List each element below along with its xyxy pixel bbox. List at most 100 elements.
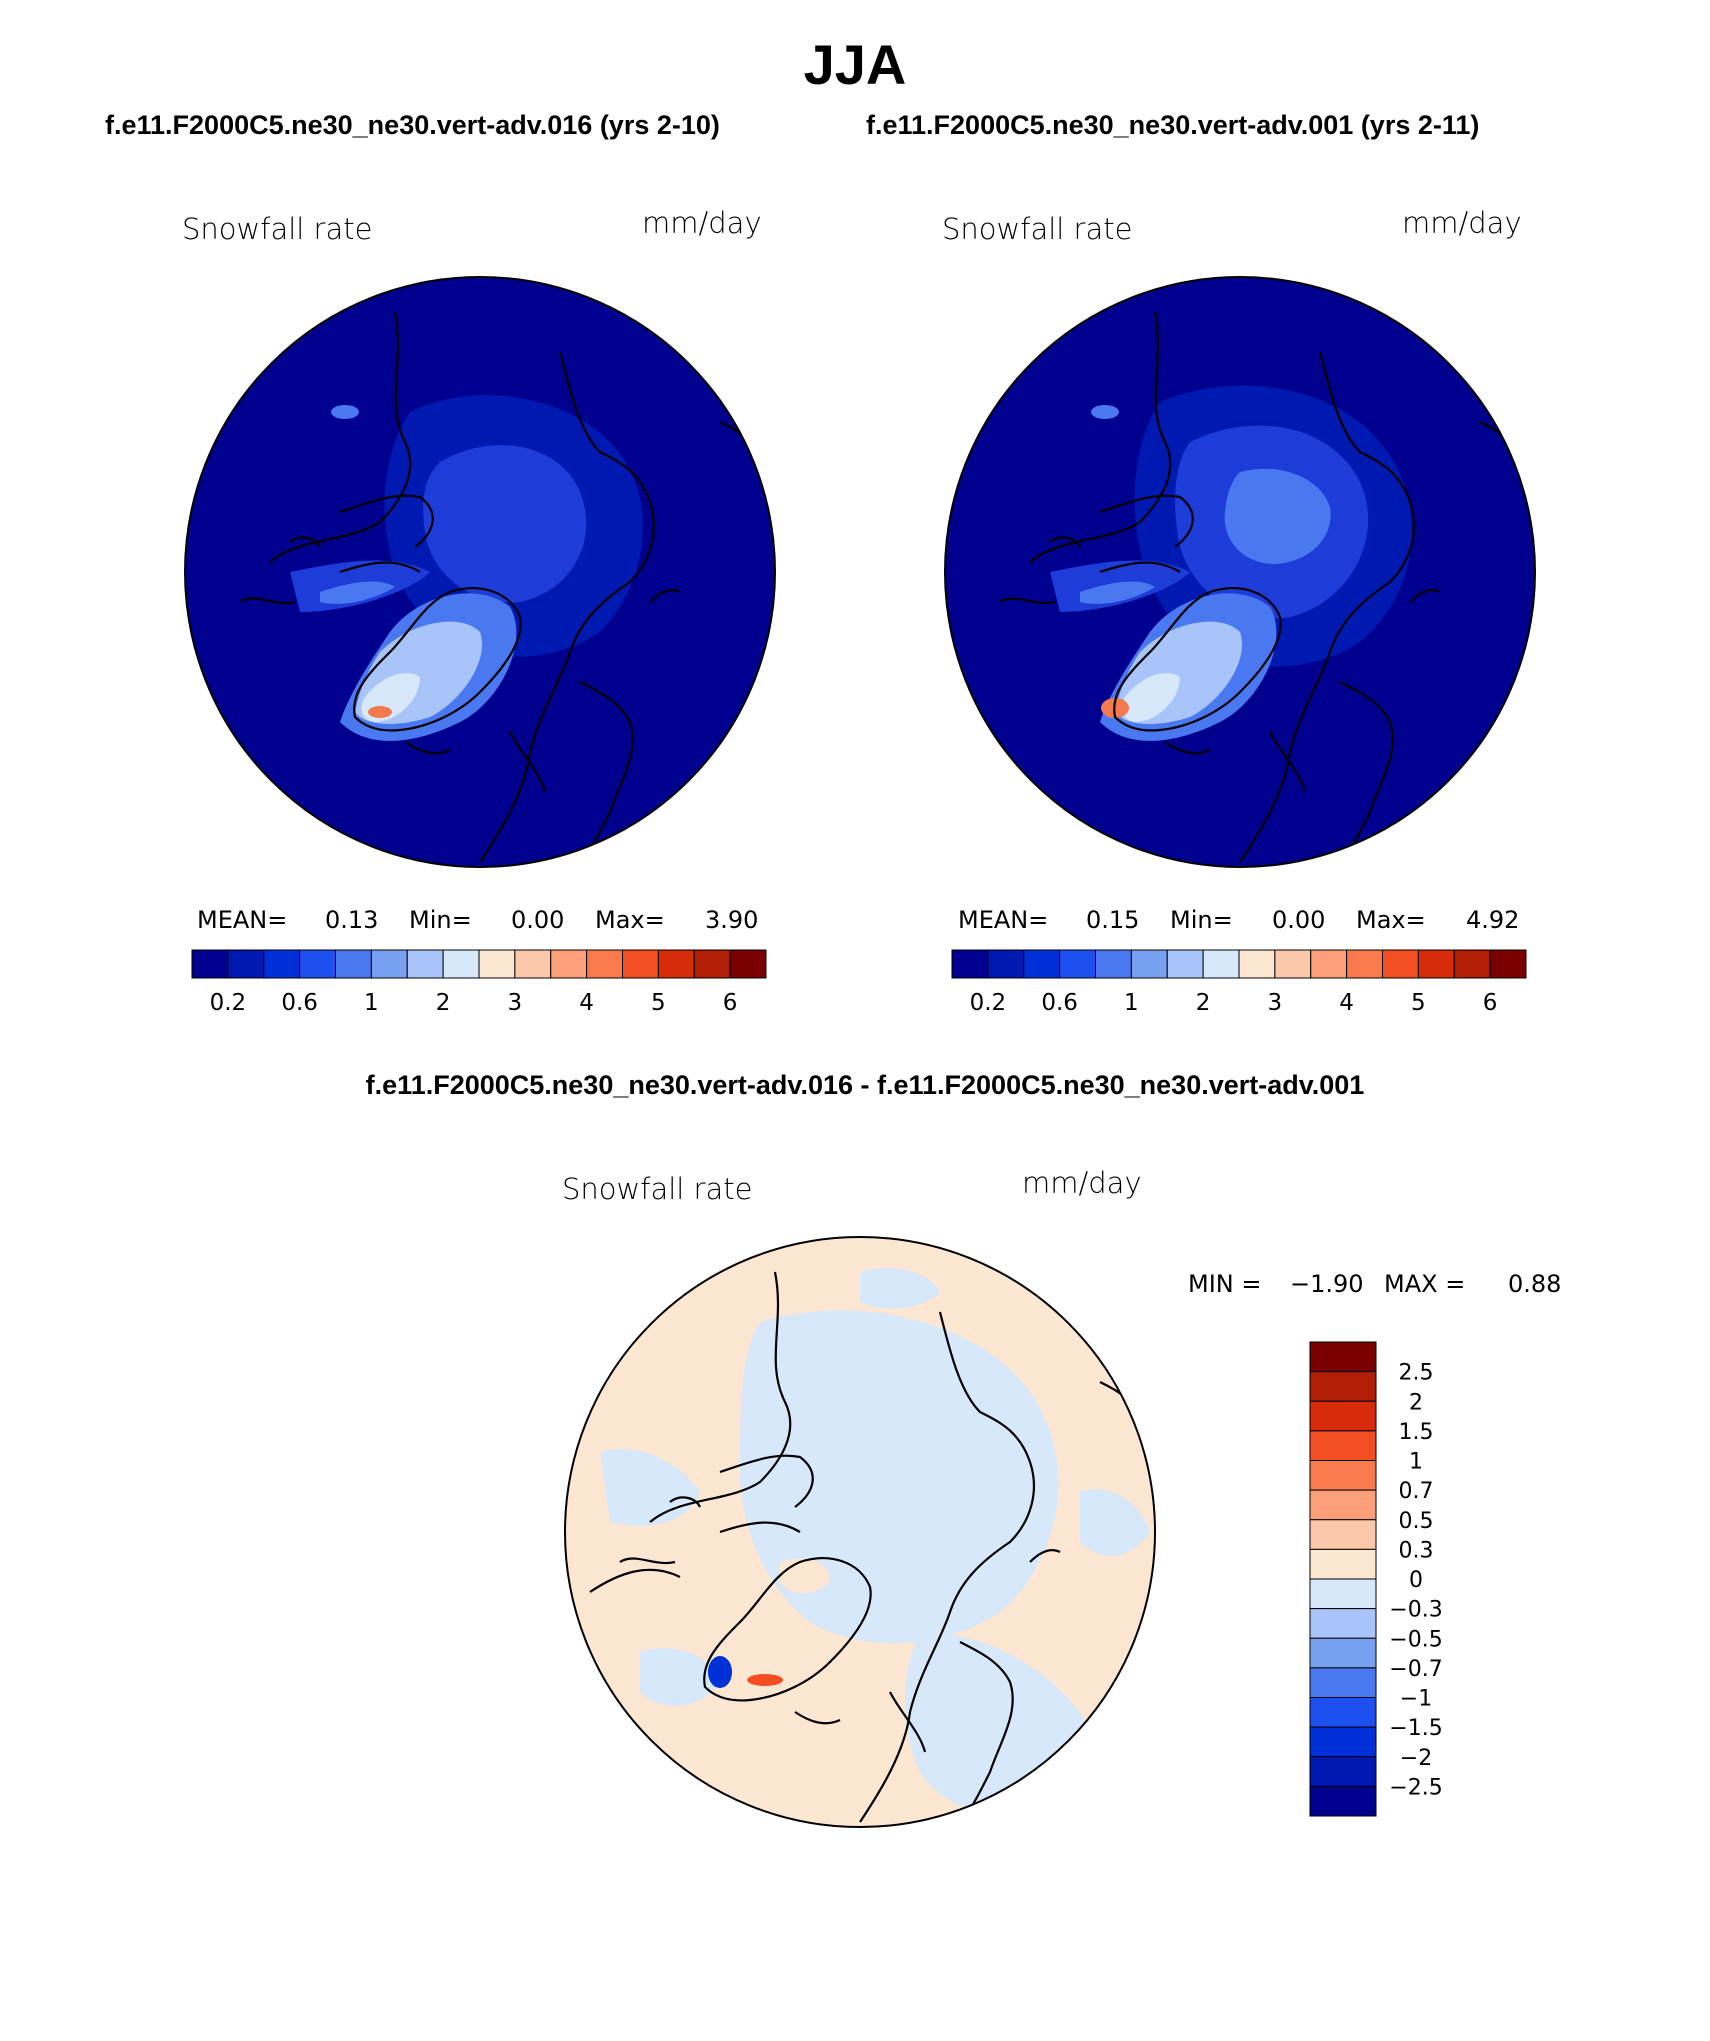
diff-colorbar-swatch — [1309, 1637, 1377, 1669]
diff-colorbar-tick-label: 0.5 — [1399, 1509, 1434, 1534]
right-colorbar-tick-label: 3 — [1268, 990, 1283, 1016]
right-variable-label: Snowfall rate — [942, 212, 1133, 246]
right-colorbar-swatch — [1202, 949, 1240, 979]
diff-max-label: MAX = — [1384, 1270, 1466, 1298]
right-units-label: mm/day — [1402, 206, 1522, 240]
right-colorbar-swatch — [1346, 949, 1383, 979]
left-variable-label: Snowfall rate — [182, 212, 373, 246]
left-colorbar-swatch — [586, 949, 623, 979]
right-colorbar-swatch — [1310, 949, 1348, 979]
left-colorbar-tick-label: 2 — [436, 990, 451, 1016]
left-stats: MEAN= 0.13 Min= 0.00 Max= 3.90 — [0, 906, 1710, 936]
diff-colorbar-tick-label: 0.7 — [1399, 1479, 1434, 1504]
left-colorbar-tick-label: 3 — [508, 990, 523, 1016]
left-colorbar-tick-label: 5 — [651, 990, 666, 1016]
right-colorbar-swatch — [1238, 949, 1276, 979]
difference-title: f.e11.F2000C5.ne30_ne30.vert-adv.016 - f… — [365, 1070, 1365, 1100]
diff-colorbar-tick-label: −0.3 — [1389, 1598, 1442, 1623]
diff-colorbar-tick-label: −2 — [1400, 1746, 1432, 1771]
right-colorbar-swatch — [1489, 949, 1527, 979]
right-colorbar-swatch — [987, 949, 1025, 979]
right-max-label: Max= — [1356, 906, 1426, 934]
right-colorbar-swatch — [1453, 949, 1491, 979]
left-colorbar-swatch — [191, 949, 229, 979]
diff-colorbar-tick-label: 1 — [1409, 1450, 1423, 1475]
diff-colorbar-tick-label: 0.3 — [1399, 1538, 1434, 1563]
right-colorbar-swatch — [1130, 949, 1168, 979]
diff-colorbar-tick-label: −0.5 — [1389, 1627, 1442, 1652]
left-colorbar-swatch — [370, 949, 408, 979]
diff-colorbar-tick-label: 1.5 — [1399, 1420, 1434, 1445]
diff-colorbar-tick-label: −1 — [1400, 1687, 1432, 1712]
diff-min-value: −1.90 — [1290, 1270, 1364, 1298]
diff-units-label: mm/day — [1022, 1166, 1142, 1200]
right-colorbar-tick-label: 1 — [1124, 990, 1139, 1016]
diff-colorbar-tick-label: 2.5 — [1399, 1361, 1434, 1386]
left-colorbar-swatch — [657, 949, 695, 979]
diff-variable-label: Snowfall rate — [562, 1172, 753, 1206]
left-colorbar-swatch — [335, 949, 372, 979]
diff-colorbar-tick-label: 0 — [1409, 1568, 1423, 1593]
left-mean-value: 0.13 — [325, 906, 379, 934]
right-colorbar-tick-label: 4 — [1339, 990, 1354, 1016]
left-colorbar: 0.2 0.6 1 2 3 4 5 6 — [191, 949, 767, 1016]
diff-colorbar-swatch — [1309, 1548, 1377, 1580]
diff-colorbar: 2.5 2 1.5 1 0.7 0.5 0.3 0 −0.3 −0.5 −0.7 −1 −1.5 −2 −2… — [1309, 1341, 1443, 1817]
right-colorbar-tick-label: 6 — [1483, 990, 1498, 1016]
right-colorbar: 0.2 0.6 1 2 3 4 5 6 — [951, 949, 1527, 1016]
case-title-right: f.e11.F2000C5.ne30_ne30.vert-adv.001 (yr… — [866, 110, 1480, 140]
difference-map — [564, 1236, 1156, 1828]
left-snowfall-map — [184, 276, 776, 868]
right-min-label: Min= — [1170, 906, 1233, 934]
left-colorbar-swatch — [227, 949, 265, 979]
right-colorbar-swatch — [1023, 949, 1061, 979]
case-title-left: f.e11.F2000C5.ne30_ne30.vert-adv.016 (yr… — [105, 110, 720, 140]
diff-min-label: MIN = — [1188, 1270, 1262, 1298]
diff-stats: MIN = −1.90 MAX = 0.88 — [0, 1270, 1710, 1300]
diff-colorbar-swatch — [1309, 1578, 1377, 1610]
right-max-value: 4.92 — [1466, 906, 1520, 934]
right-colorbar-swatch — [1274, 949, 1312, 979]
right-stats: MEAN= 0.15 Min= 0.00 Max= 4.92 — [0, 906, 1710, 936]
left-units-label: mm/day — [642, 206, 762, 240]
diff-colorbar-swatch — [1309, 1756, 1377, 1787]
right-mean-value: 0.15 — [1086, 906, 1140, 934]
right-colorbar-swatch — [1095, 949, 1132, 979]
season-title: JJA — [803, 33, 907, 96]
right-colorbar-swatch — [1382, 949, 1419, 979]
diff-colorbar-swatch — [1309, 1430, 1377, 1461]
diff-colorbar-swatch — [1309, 1400, 1377, 1432]
diff-colorbar-tick-label: −0.7 — [1389, 1657, 1442, 1682]
diff-colorbar-swatch — [1309, 1667, 1377, 1698]
left-colorbar-tick-label: 0.2 — [210, 990, 247, 1016]
left-max-label: Max= — [595, 906, 665, 934]
diff-colorbar-swatch — [1309, 1341, 1377, 1373]
left-colorbar-swatch — [622, 949, 659, 979]
diff-colorbar-tick-label: −2.5 — [1389, 1775, 1442, 1800]
left-colorbar-swatch — [299, 949, 336, 979]
right-min-value: 0.00 — [1272, 906, 1326, 934]
left-max-value: 3.90 — [705, 906, 759, 934]
left-colorbar-tick-label: 1 — [364, 990, 379, 1016]
left-colorbar-tick-label: 6 — [723, 990, 738, 1016]
left-colorbar-tick-label: 4 — [579, 990, 594, 1016]
left-colorbar-swatch — [478, 949, 516, 979]
left-colorbar-swatch — [406, 949, 444, 979]
diff-colorbar-swatch — [1309, 1697, 1377, 1728]
right-colorbar-swatch — [951, 949, 989, 979]
right-colorbar-swatch — [1417, 949, 1455, 979]
right-colorbar-tick-label: 5 — [1411, 990, 1426, 1016]
left-mean-label: MEAN= — [197, 906, 288, 934]
left-colorbar-swatch — [514, 949, 552, 979]
diff-colorbar-swatch — [1309, 1489, 1377, 1521]
right-colorbar-tick-label: 2 — [1196, 990, 1211, 1016]
left-colorbar-swatch — [263, 949, 301, 979]
diff-colorbar-swatch — [1309, 1371, 1377, 1402]
right-colorbar-tick-label: 0.6 — [1041, 990, 1078, 1016]
left-colorbar-swatch — [442, 949, 480, 979]
diff-colorbar-tick-label: −1.5 — [1389, 1716, 1442, 1741]
right-snowfall-map — [944, 276, 1536, 868]
right-mean-label: MEAN= — [958, 906, 1049, 934]
diff-colorbar-tick-label: 2 — [1409, 1390, 1423, 1415]
left-colorbar-swatch — [550, 949, 588, 979]
